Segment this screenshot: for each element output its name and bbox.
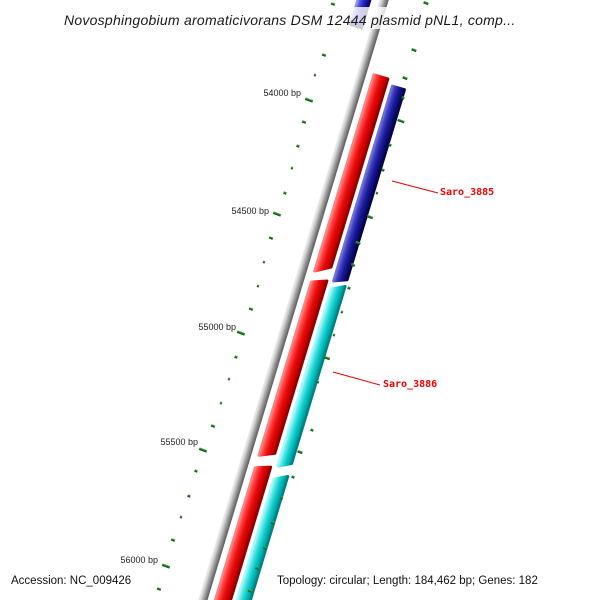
- feature-red-1[interactable]: [313, 73, 390, 275]
- feature-tick-mark: [323, 355, 331, 361]
- map-title: Novosphingobium aromaticivorans DSM 1244…: [64, 12, 516, 28]
- ruler-tick-mark: [304, 97, 314, 103]
- feature-cyan-2[interactable]: [226, 473, 290, 600]
- feature-red-2[interactable]: [257, 277, 329, 460]
- feature-tick-mark: [256, 284, 260, 288]
- gene-label-saro_3886[interactable]: Saro_3886: [383, 379, 438, 390]
- feature-tick-mark: [187, 494, 191, 498]
- feature-tick-mark: [291, 475, 295, 479]
- feature-tick-mark: [248, 307, 254, 311]
- feature-tick-mark: [330, 2, 336, 6]
- ruler-tick-mark: [161, 563, 171, 569]
- feature-tick-mark: [219, 401, 223, 405]
- feature-tick-mark: [280, 496, 284, 500]
- feature-tick-mark: [423, 0, 429, 6]
- label-leader-line: [391, 180, 439, 194]
- feature-tick-mark: [268, 236, 274, 240]
- feature-tick-mark: [321, 53, 327, 57]
- ruler-tick-mark: [236, 330, 246, 336]
- ruler-label-55000bp: 55000 bp: [198, 322, 236, 332]
- feature-tick-mark: [263, 546, 267, 550]
- feature-saro-3885[interactable]: [332, 84, 406, 284]
- ruler-label-56000bp: 56000 bp: [120, 555, 158, 565]
- feature-tick-mark: [402, 75, 408, 81]
- feature-tick-mark: [332, 333, 336, 337]
- feature-tick-mark: [296, 144, 300, 148]
- feature-tick-mark: [170, 538, 176, 542]
- ruler-ticks: [156, 0, 429, 593]
- ruler-tick-mark: [397, 118, 405, 124]
- feature-tick-mark: [283, 191, 287, 195]
- ruler-label-55500bp: 55500 bp: [160, 437, 198, 447]
- feature-tick-mark: [234, 355, 238, 359]
- label-leader-line: [332, 371, 381, 386]
- feature-saro-3886[interactable]: [276, 283, 347, 470]
- feature-tick-mark: [210, 424, 216, 428]
- feature-tick-mark: [381, 168, 385, 172]
- feature-tick-mark: [247, 589, 253, 593]
- feature-tick-mark: [350, 263, 356, 267]
- feature-tick-mark: [297, 449, 303, 455]
- feature-tick-mark: [401, 96, 405, 100]
- plasmid-track: [191, 0, 406, 600]
- ruler-tick-mark: [198, 447, 208, 453]
- ruler-label-54000bp: 54000 bp: [263, 88, 301, 98]
- feature-tick-mark: [355, 240, 361, 246]
- topology-stats-text: Topology: circular; Length: 184,462 bp; …: [277, 575, 538, 587]
- feature-tick-mark: [255, 566, 259, 570]
- feature-tick-mark: [347, 286, 351, 290]
- feature-tick-mark: [290, 166, 294, 170]
- feature-tick-mark: [179, 515, 183, 519]
- feature-tick-mark: [340, 310, 344, 314]
- feature-tick-mark: [227, 377, 231, 381]
- feature-tick-mark: [313, 73, 317, 77]
- feature-tick-mark: [262, 260, 266, 264]
- feature-tick-mark: [388, 143, 392, 147]
- feature-tick-mark: [301, 120, 307, 124]
- feature-tick-mark: [310, 428, 314, 432]
- feature-tick-mark: [194, 469, 198, 473]
- feature-red-3[interactable]: [206, 463, 273, 600]
- ruler-label-54500bp: 54500 bp: [231, 206, 269, 216]
- gene-label-saro_3885[interactable]: Saro_3885: [440, 187, 495, 198]
- feature-tick-mark: [156, 587, 162, 591]
- feature-tick-mark: [411, 47, 417, 53]
- accession-text: Accession: NC_009426: [11, 575, 132, 587]
- plasmid-backbone: [191, 0, 392, 600]
- title-backdrop-band: [0, 7, 600, 29]
- feature-tick-mark: [375, 191, 379, 195]
- ruler-tick-mark: [272, 211, 282, 217]
- feature-tick-mark: [366, 214, 374, 220]
- feature-tick-mark: [270, 521, 276, 525]
- feature-tick-mark: [316, 380, 320, 384]
- label-leader-lines: [332, 180, 439, 386]
